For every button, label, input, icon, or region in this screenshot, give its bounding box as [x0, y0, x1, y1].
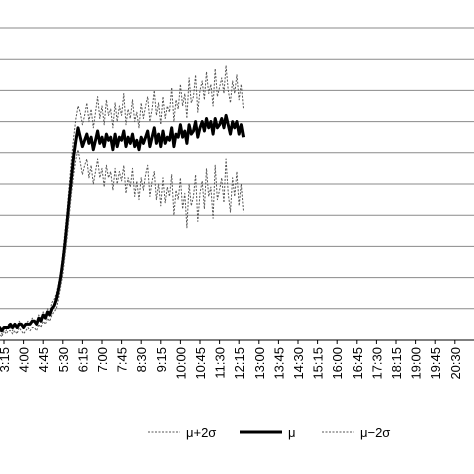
x-tick-label: 18:15	[389, 347, 404, 380]
series-line-0	[0, 64, 245, 335]
x-tick-label: 5:30	[56, 347, 71, 372]
x-tick-label: 10:45	[193, 347, 208, 380]
gridlines	[0, 27, 474, 310]
x-tick-label: 17:30	[369, 347, 384, 380]
x-tick-label: 8:30	[134, 347, 149, 372]
legend-label-lower: μ−2σ	[360, 425, 390, 440]
x-tick-label: 11:30	[213, 347, 228, 379]
x-tick-label: 3:15	[0, 347, 12, 372]
x-tick-label: 4:00	[17, 347, 32, 372]
x-tick-label: 7:45	[115, 347, 130, 372]
x-tick-label: 16:00	[330, 347, 345, 380]
x-tick-label: 10:00	[173, 347, 188, 380]
x-tick-label: 12:15	[232, 347, 247, 380]
x-tick-label: 16:45	[350, 347, 365, 380]
x-tick-label: 20:30	[448, 347, 463, 380]
legend: μ+2σ μ μ−2σ	[148, 425, 390, 440]
legend-label-mean: μ	[288, 425, 296, 440]
series-line-1	[0, 113, 246, 333]
x-tick-label: 7:00	[95, 347, 110, 372]
x-tick-label: 13:45	[271, 347, 286, 380]
x-tick-label: 14:30	[291, 347, 306, 380]
x-tick-label: 13:00	[252, 347, 267, 380]
x-tick-labels: 3:15 4:00 4:45 5:30 6:15 7:00 7:45 8:30 9:15 10:0…	[0, 340, 463, 380]
series-line-2	[0, 149, 245, 338]
series-lines	[0, 64, 246, 338]
x-tick-label: 6:15	[75, 347, 90, 372]
legend-label-upper: μ+2σ	[186, 425, 216, 440]
x-tick-label: 9:15	[154, 347, 169, 372]
x-tick-label: 19:00	[409, 347, 424, 380]
x-tick-label: 19:45	[428, 347, 443, 380]
x-tick-label: 15:15	[311, 347, 326, 380]
x-tick-label: 4:45	[36, 347, 51, 372]
